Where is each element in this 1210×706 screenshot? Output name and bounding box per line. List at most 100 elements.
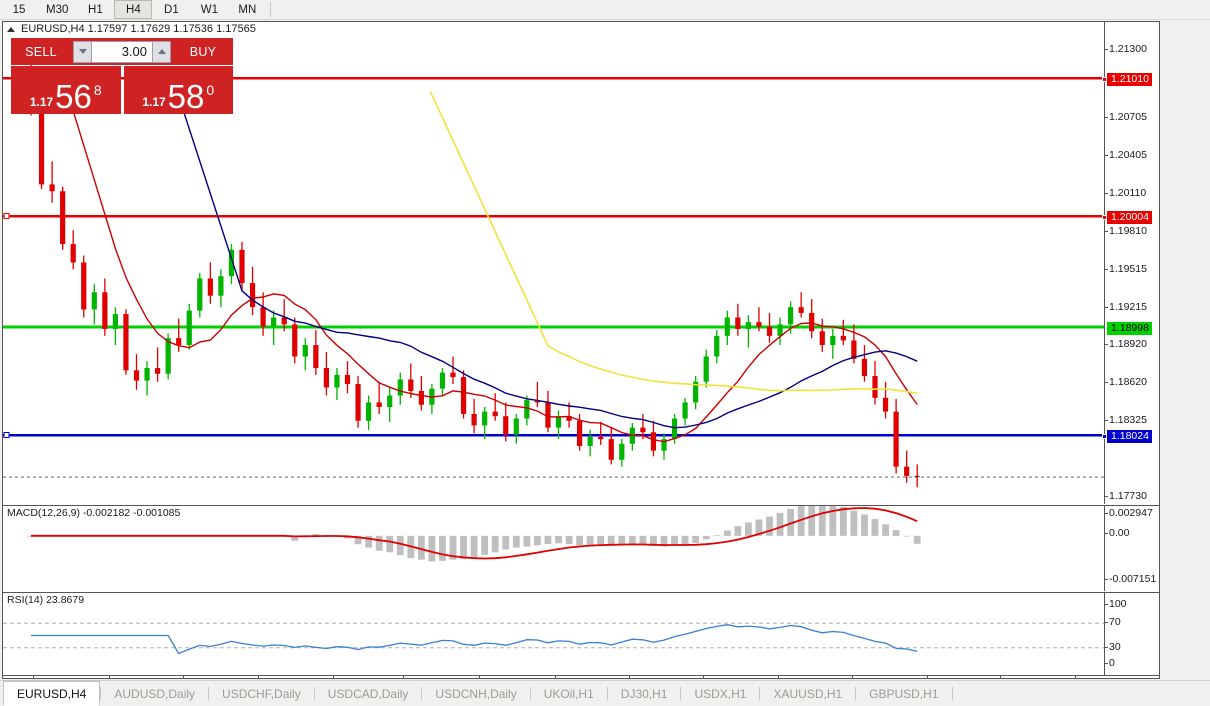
time-tick-mark [554,676,556,678]
macd-tick-1: 0.00 [1104,527,1130,539]
rsi-scale: 100 70 30 0 [1104,593,1159,675]
time-tick-mark [108,676,110,678]
buy-button[interactable]: 1.17 58 0 [123,66,233,115]
time-tick-mark [1075,676,1077,678]
time-tick-mark [478,676,480,678]
toolbar-divider [270,2,272,17]
level-handle-icon[interactable] [1102,77,1107,82]
macd-label: MACD(12,26,9) -0.002182 -0.001085 [7,507,181,519]
price-tick-1-18620: 1.18620 [1105,376,1147,388]
timeframe-m15[interactable]: 15 [12,3,26,16]
price-tick-1-18325: 1.18325 [1105,414,1147,426]
symbol-tab-gbpusd[interactable]: GBPUSD,H1 [869,686,939,701]
oct-top-row: SELL 3.00 BUY [11,38,233,65]
symbol-tab-dj30[interactable]: DJ30,H1 [620,686,668,701]
price-tick-1-21300: 1.21300 [1105,43,1147,55]
time-tick-mark [778,676,780,678]
time-tick-mark [332,676,334,678]
price-tick-1-20705: 1.20705 [1105,111,1147,123]
tab-divider [100,687,102,700]
tab-divider [421,687,423,700]
symbol-tab-ukoil[interactable]: UKOil,H1 [543,686,594,701]
symbol-tab-usdchf[interactable]: USDCHF,Daily [222,686,301,701]
tab-divider [759,687,761,700]
time-tick-mark [257,676,259,678]
one-click-trading-panel[interactable]: SELL 3.00 BUY 1.17 56 8 1.17 58 0 [11,38,233,120]
time-tick-mark [926,676,928,678]
time-axis: 15 Jun 202118 Jun 10:0023 Jun 00:0025 Ju… [3,675,1159,678]
sell-price-fraction: 8 [93,82,102,98]
level-handle-icon[interactable] [1102,434,1107,439]
price-tick-1-19810: 1.19810 [1105,225,1147,237]
symbol-tab-usdcad[interactable]: USDCAD,Daily [327,686,409,701]
symbol-tab-eurusd[interactable]: EURUSD,H4 [3,680,101,706]
price-tick-1-17730: 1.17730 [1105,490,1147,502]
buy-price-big: 58 [167,78,205,115]
price-tick-1-20405: 1.20405 [1105,149,1147,161]
sell-label[interactable]: SELL [11,38,71,65]
sell-price-big: 56 [55,78,92,115]
level-handle-icon[interactable] [1102,215,1107,220]
rsi-plot-area[interactable] [3,593,1104,675]
macd-plot-area[interactable] [3,506,1104,591]
volume-input[interactable]: 3.00 [92,40,152,63]
timeframe-h4[interactable]: H4 [114,0,153,19]
symbol-tab-audusd[interactable]: AUDUSD,Daily [114,686,196,701]
time-tick-mark [703,676,705,678]
price-scale[interactable]: 1.21300 1.21010 1.20705 1.20405 1.20110 1.200… [1102,22,1159,540]
macd-tick-2: -0.007151 [1104,573,1157,585]
time-tick-mark [33,676,35,678]
timeframe-m30[interactable]: M30 [46,3,69,16]
price-tick-1-21010: 1.21010 [1102,73,1152,86]
rsi-tick-1: 70 [1105,616,1121,629]
right-gutter [1161,21,1210,679]
symbol-tab-usdcnh[interactable]: USDCNH,Daily [435,686,517,701]
buy-price-prefix: 1.17 [142,95,166,109]
tab-divider [855,687,857,700]
macd-scale: 0.002947 0.00 -0.007151 [1104,506,1159,591]
rsi-pane[interactable]: RSI(14) 23.8679 100 70 30 0 [3,592,1159,675]
symbol-tab-bar: EURUSD,H4 AUDUSD,Daily USDCHF,Daily USDCAD,… [0,680,1210,706]
price-tick-1-20110: 1.20110 [1104,187,1147,199]
sell-button[interactable]: 1.17 56 8 [11,66,121,114]
price-tick-1-18920: 1.18920 [1105,338,1147,350]
chart-header-text: EURUSD,H4 1.17597 1.17629 1.17536 1.1756… [21,23,256,35]
time-tick-mark [1000,676,1002,678]
rsi-tick-0: 100 [1105,598,1127,610]
timeframe-h1[interactable]: H1 [88,3,103,16]
timeframe-mn[interactable]: MN [238,3,257,16]
chart-header: EURUSD,H4 1.17597 1.17629 1.17536 1.1756… [3,22,256,36]
tab-divider [606,687,608,700]
macd-pane[interactable]: MACD(12,26,9) -0.002182 -0.001085 0.0029… [3,505,1159,591]
time-tick-mark [183,676,185,678]
rsi-tick-2: 30 [1105,640,1121,653]
rsi-label: RSI(14) 23.8679 [7,594,85,606]
chevron-down-icon [78,49,87,54]
macd-tick-0: 0.002947 [1105,507,1153,519]
tab-divider [208,687,210,700]
chart-window[interactable]: EURUSD,H4 1.17597 1.17629 1.17536 1.1756… [2,21,1160,679]
oct-price-row: 1.17 56 8 1.17 58 0 [11,66,233,114]
price-tick-1-20004: 1.20004 [1102,211,1152,224]
price-plot-area[interactable] [3,22,1104,504]
price-tick-1-19515: 1.19515 [1105,263,1147,275]
tab-divider [951,687,953,700]
collapse-triangle-icon[interactable] [7,26,15,32]
price-tick-1-18024: 1.18024 [1102,430,1152,443]
symbol-tab-usdx[interactable]: USDX,H1 [694,686,747,701]
buy-label[interactable]: BUY [173,38,233,65]
buy-price-fraction: 0 [206,82,215,98]
rsi-tick-3: 0 [1105,657,1115,669]
symbol-tab-xauusd[interactable]: XAUUSD,H1 [773,686,843,701]
timeframe-w1[interactable]: W1 [200,3,218,16]
sell-price-prefix: 1.17 [29,95,54,109]
tab-divider [313,687,315,700]
volume-decrease-button[interactable] [73,40,92,63]
volume-stepper[interactable]: 3.00 [71,38,173,65]
price-tick-1-18998: 1.18998 [1107,322,1152,335]
chevron-up-icon [157,49,166,54]
timeframe-d1[interactable]: D1 [164,3,179,16]
volume-increase-button[interactable] [152,40,171,63]
time-tick-mark [402,676,404,678]
